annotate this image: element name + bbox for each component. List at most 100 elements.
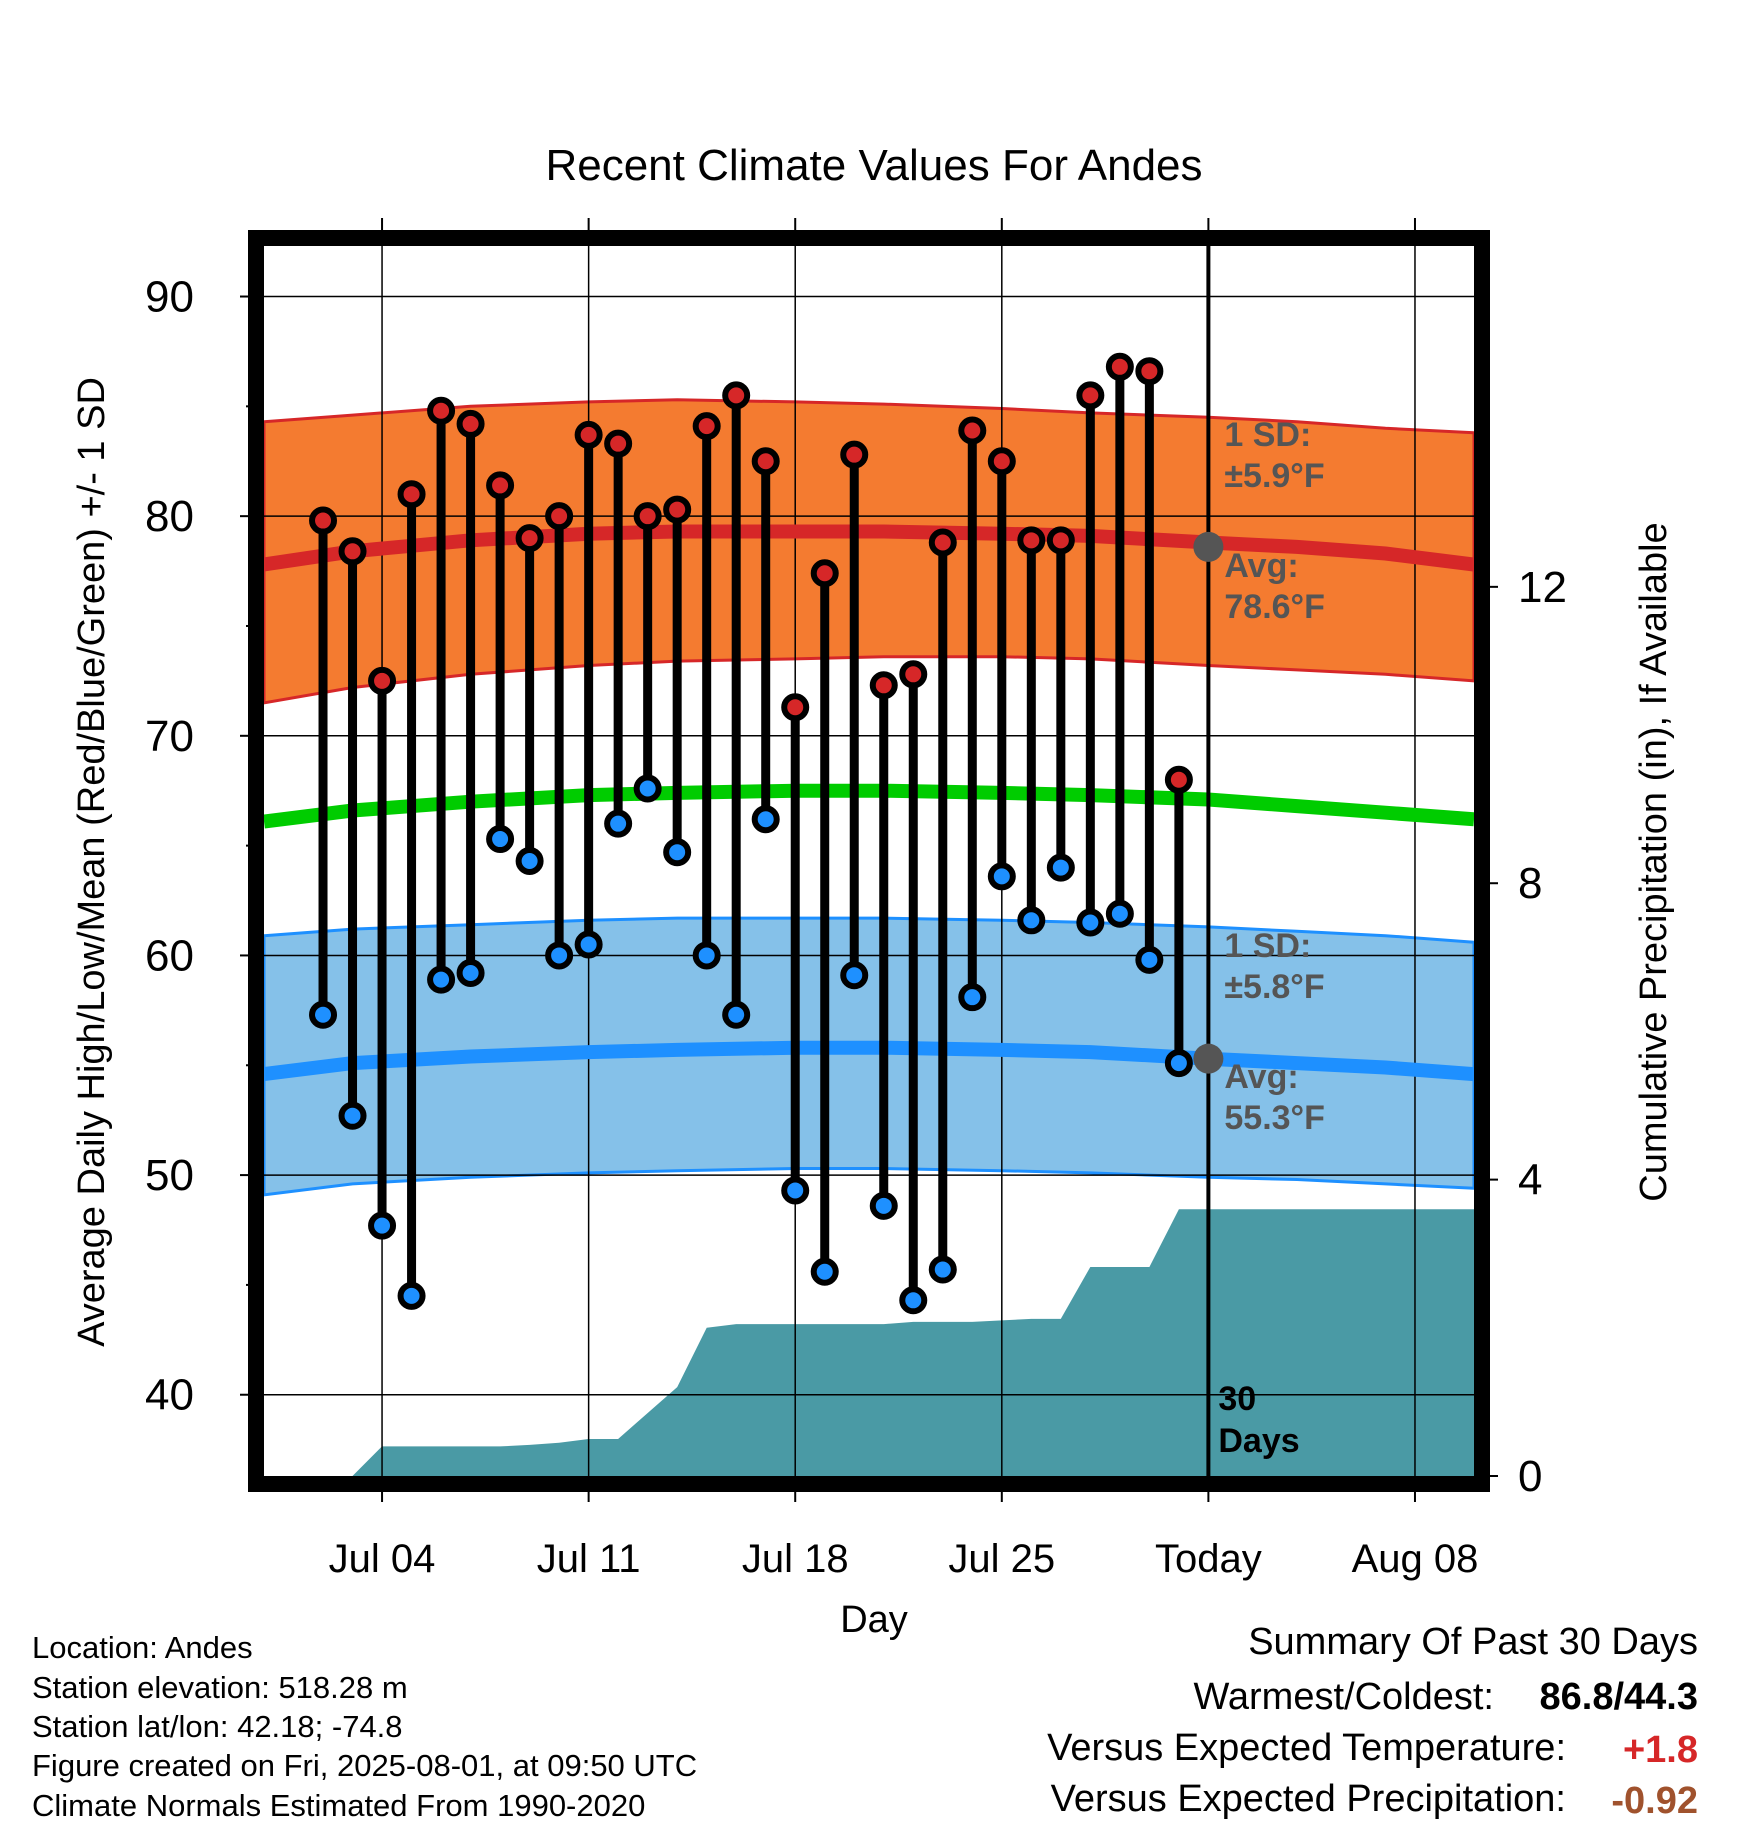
low-point: [810, 1257, 839, 1286]
summary-title: Summary Of Past 30 Days: [1248, 1621, 1698, 1663]
high-point: [1076, 381, 1105, 410]
high-point: [1105, 352, 1134, 381]
warmest-coldest-label: Warmest/Coldest:: [1193, 1676, 1494, 1718]
low-point: [869, 1191, 898, 1220]
high-point: [486, 471, 515, 500]
high-point: [840, 440, 869, 469]
low-point: [545, 941, 574, 970]
high-avg-value: 78.6°F: [1224, 588, 1325, 626]
high-point: [515, 524, 544, 553]
low-point: [309, 1000, 338, 1029]
low-sd-label: 1 SD:: [1224, 927, 1311, 965]
location-text: Location: Andes: [32, 1630, 253, 1665]
y-tick-label: 40: [145, 1371, 194, 1420]
days-word-label: Days: [1218, 1422, 1299, 1460]
high-point: [456, 409, 485, 438]
high-point: [397, 480, 426, 509]
low-point: [1017, 906, 1046, 935]
y2-tick-label: 0: [1518, 1452, 1542, 1501]
high-point: [781, 693, 810, 722]
low-point: [840, 961, 869, 990]
high-point: [869, 671, 898, 700]
x-axis-label: Day: [840, 1599, 908, 1641]
y2-tick-label: 12: [1518, 563, 1567, 612]
created-text: Figure created on Fri, 2025-08-01, at 09…: [32, 1748, 697, 1783]
x-tick-label: Jul 04: [329, 1537, 436, 1581]
x-tick-label: Today: [1155, 1537, 1262, 1581]
low-point: [928, 1255, 957, 1284]
low-point: [397, 1281, 426, 1310]
warmest-coldest-value: 86.8/44.3: [1540, 1676, 1698, 1718]
station-info: Location: Andes Station elevation: 518.2…: [32, 1630, 697, 1823]
high-point: [1135, 357, 1164, 386]
precip-anomaly-value: -0.92: [1611, 1780, 1698, 1822]
x-tick-label: Jul 18: [742, 1537, 849, 1581]
y-tick-label: 50: [145, 1151, 194, 1200]
temp-anomaly-label: Versus Expected Temperature:: [1047, 1727, 1566, 1769]
daily-points: [309, 352, 1193, 1315]
y2-tick-label: 4: [1518, 1156, 1542, 1205]
high-point: [604, 429, 633, 458]
high-point: [987, 447, 1016, 476]
low-point: [751, 805, 780, 834]
low-point: [1046, 853, 1075, 882]
high-sd-label: 1 SD:: [1224, 416, 1311, 454]
high-point: [722, 381, 751, 410]
low-point: [958, 983, 987, 1012]
today-high-average-marker: [1193, 531, 1224, 562]
y2-axis-label: Cumulative Precipitation (in), If Availa…: [1633, 522, 1675, 1201]
summary-panel: Summary Of Past 30 Days Warmest/Coldest:…: [1047, 1621, 1698, 1822]
low-sd-band: [264, 916, 1474, 1197]
elevation-text: Station elevation: 518.28 m: [32, 1670, 408, 1705]
chart-title: Recent Climate Values For Andes: [545, 141, 1202, 190]
low-point: [368, 1211, 397, 1240]
high-point: [545, 502, 574, 531]
low-point: [663, 838, 692, 867]
low-point: [1135, 945, 1164, 974]
high-point: [751, 447, 780, 476]
y-axis-label: Average Daily High/Low/Mean (Red/Blue/Gr…: [71, 377, 113, 1347]
x-tick-label: Jul 11: [537, 1537, 641, 1581]
high-point: [338, 537, 367, 566]
low-point: [515, 847, 544, 875]
high-point: [692, 412, 721, 441]
high-avg-label: Avg:: [1224, 547, 1298, 585]
y-tick-label: 60: [145, 931, 194, 980]
high-point: [574, 420, 603, 449]
low-sd-value: ±5.8°F: [1224, 968, 1324, 1006]
annotations: 1 SD: ±5.9°F Avg: 78.6°F 1 SD: ±5.8°F Av…: [1193, 416, 1325, 1460]
high-point: [1046, 526, 1075, 555]
high-point: [1017, 526, 1046, 555]
high-point: [928, 528, 957, 557]
days-count-label: 30: [1218, 1380, 1256, 1418]
today-low-average-marker: [1193, 1043, 1224, 1074]
low-point: [987, 862, 1016, 891]
high-point: [633, 502, 662, 531]
high-point: [427, 396, 456, 425]
x-axis-ticks: Jul 04 Jul 11 Jul 18 Jul 25 Today Aug 08: [329, 218, 1479, 1581]
low-point: [633, 774, 662, 803]
low-point: [486, 825, 515, 854]
low-point: [781, 1176, 810, 1205]
low-point: [456, 959, 485, 988]
y-tick-label: 80: [145, 492, 194, 541]
high-point: [368, 666, 397, 695]
low-point: [427, 965, 456, 994]
y-tick-label: 70: [145, 712, 194, 761]
high-point: [1164, 765, 1193, 794]
precipitation-area: [293, 1209, 1474, 1476]
high-point: [309, 506, 338, 535]
low-point: [722, 1000, 751, 1029]
x-tick-label: Jul 25: [948, 1537, 1055, 1581]
plot-frame: [248, 230, 1490, 1492]
precip-anomaly-label: Versus Expected Precipitation:: [1051, 1778, 1566, 1820]
low-point: [1105, 899, 1134, 928]
high-point: [958, 416, 987, 445]
high-sd-value: ±5.9°F: [1224, 457, 1324, 495]
y-tick-label: 90: [145, 273, 194, 322]
low-point: [1164, 1049, 1193, 1078]
x-tick-label: Aug 08: [1352, 1537, 1479, 1581]
plot-area: [264, 246, 1474, 1476]
low-avg-label: Avg:: [1224, 1058, 1298, 1096]
low-avg-value: 55.3°F: [1224, 1099, 1325, 1137]
